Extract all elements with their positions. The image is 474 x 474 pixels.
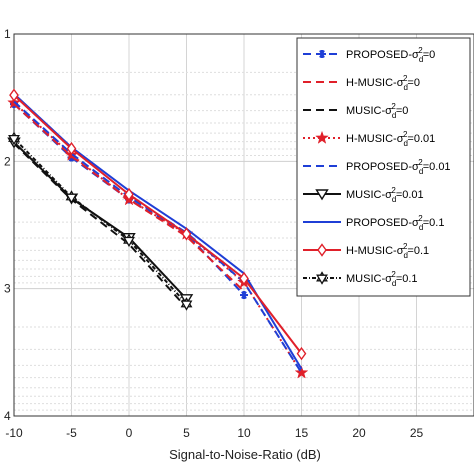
- data-point: [9, 88, 19, 102]
- legend-label: H-MUSIC-σd2=0.1: [346, 242, 429, 260]
- plot-frame: [13, 33, 474, 417]
- data-point: [180, 297, 193, 311]
- legend-entry: PROPOSED-σd2=0.1: [303, 214, 444, 232]
- legend-box: [296, 37, 471, 297]
- series-9: [8, 131, 193, 311]
- legend-marker: [315, 130, 329, 144]
- x-tick-label: 15: [295, 426, 309, 440]
- tick-labels: -10 -5 0 5 10 15 20 25 1 2 3 4: [4, 27, 423, 440]
- data-point: [123, 233, 135, 248]
- data-point: [8, 131, 20, 146]
- legend-entry: H-MUSIC-σd2=0: [303, 74, 420, 92]
- series-line: [13, 137, 188, 305]
- legend-entry: H-MUSIC-σd2=0.1: [303, 242, 429, 260]
- series-line: [13, 94, 303, 355]
- x-tick-label: 25: [410, 426, 424, 440]
- x-tick-label: 0: [126, 426, 133, 440]
- legend-entry: H-MUSIC-σd2=0.01: [303, 130, 435, 148]
- x-tick-label: -5: [66, 426, 77, 440]
- y-tick-label: 2: [4, 154, 11, 168]
- data-point: [239, 271, 249, 286]
- legend-label: PROPOSED-σd2=0.1: [346, 214, 444, 232]
- data-point: [294, 365, 309, 379]
- legend-entry: PROPOSED-σd2=0: [303, 46, 435, 64]
- legend-marker: [317, 243, 327, 257]
- legend-label: H-MUSIC-σd2=0.01: [346, 130, 435, 148]
- data-point: [181, 227, 192, 241]
- x-tick-label: 20: [352, 426, 366, 440]
- legend-label: MUSIC-σd2=0: [346, 102, 408, 120]
- legend-label: PROPOSED-σd2=0.01: [346, 158, 451, 176]
- x-tick-label: 5: [183, 426, 190, 440]
- y-tick-label: 4: [4, 409, 11, 423]
- legend-label: MUSIC-σd2=0.01: [346, 186, 424, 204]
- series-line: [13, 102, 303, 374]
- series-layer: [7, 88, 309, 379]
- legend-label: MUSIC-σd2=0.1: [346, 270, 418, 288]
- legend-marker: [318, 50, 326, 58]
- legend: PROPOSED-σd2=0 H-MUSIC-σd2=0 MUSIC-σd2=0 H-…: [296, 37, 471, 297]
- legend-marker: [315, 189, 329, 201]
- legend-entry: PROPOSED-σd2=0.01: [303, 158, 451, 176]
- legend-label: H-MUSIC-σd2=0: [346, 74, 420, 92]
- x-tick-label: -10: [5, 426, 23, 440]
- legend-entry: MUSIC-σd2=0: [303, 102, 408, 120]
- data-point: [66, 141, 77, 156]
- legend-marker: [316, 271, 328, 285]
- series-8: [9, 88, 307, 361]
- y-tick-label: 3: [4, 282, 11, 296]
- data-point: [65, 190, 78, 204]
- data-point: [240, 291, 248, 300]
- x-axis-title: Signal-to-Noise-Ratio (dB): [169, 447, 321, 462]
- data-point: [296, 346, 307, 361]
- legend-entry: MUSIC-σd2=0.1: [303, 270, 418, 288]
- data-point: [124, 187, 134, 202]
- legend-entry: MUSIC-σd2=0.01: [303, 186, 424, 204]
- y-tick-label: 1: [4, 27, 11, 41]
- x-tick-label: 10: [237, 426, 251, 440]
- legend-label: PROPOSED-σd2=0: [346, 46, 435, 64]
